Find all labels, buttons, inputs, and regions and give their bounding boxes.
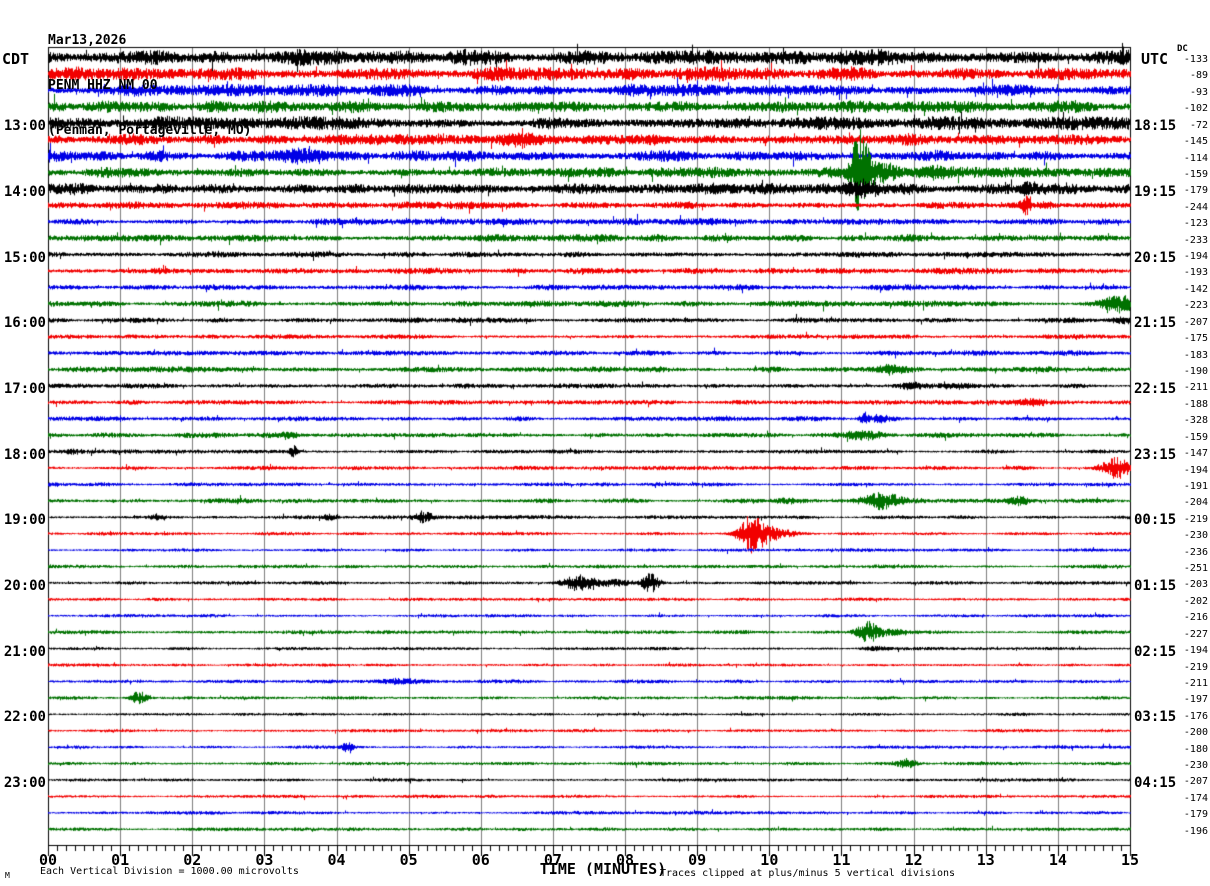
cdt-timezone-label: CDT: [2, 50, 30, 68]
left-time-label: 15:00: [3, 249, 46, 266]
x-tick-label: 12: [904, 851, 923, 869]
title-block: Mar13,2026 PENM HHZ NM 00 (Penman, Porta…: [48, 3, 252, 168]
dc-offset-value: -147: [1183, 448, 1208, 460]
scale-note: Each Vertical Division = 1000.00 microvo…: [40, 866, 299, 877]
dc-offset-value: -233: [1183, 234, 1208, 246]
x-tick-label: 10: [760, 851, 779, 869]
dc-offset-value: -89: [1189, 70, 1208, 82]
dc-offset-value: -236: [1183, 546, 1208, 558]
title-date: Mar13,2026: [48, 33, 127, 48]
dc-offset-value: -207: [1183, 316, 1208, 328]
x-tick-label: 13: [976, 851, 995, 869]
dc-offset-value: -93: [1189, 86, 1208, 98]
utc-timezone-label: UTC: [1141, 50, 1169, 68]
x-tick-label: 01: [111, 851, 130, 869]
right-time-label: 20:15: [1134, 249, 1177, 266]
dc-offset-value: -230: [1183, 760, 1208, 772]
dc-offset-value: -159: [1183, 168, 1208, 180]
dc-offset-value: -200: [1183, 727, 1208, 739]
dc-offset-value: -196: [1183, 825, 1208, 837]
x-tick-label: 02: [183, 851, 202, 869]
dc-offset-value: -123: [1183, 218, 1208, 230]
dc-offset-value: -193: [1183, 267, 1208, 279]
left-time-label: 17:00: [3, 380, 46, 397]
right-time-label: 18:15: [1134, 118, 1177, 135]
dc-offset-value: -183: [1183, 349, 1208, 361]
dc-offset-value: -204: [1183, 497, 1208, 509]
station-id: PENM HHZ NM 00: [48, 78, 158, 93]
left-time-label: 14:00: [3, 183, 46, 200]
right-time-label: 00:15: [1134, 512, 1177, 529]
x-tick-label: 11: [832, 851, 851, 869]
right-time-label: 04:15: [1134, 774, 1177, 791]
dc-offset-value: -114: [1183, 152, 1208, 164]
right-time-label: 19:15: [1134, 183, 1177, 200]
x-axis-title: TIME (MINUTES): [539, 860, 667, 878]
dc-offset-value: -194: [1183, 645, 1208, 657]
dc-offset-value: -174: [1183, 792, 1208, 804]
left-time-label: 13:00: [3, 118, 46, 135]
dc-offset-header: DC: [1177, 44, 1188, 54]
dc-offset-value: -227: [1183, 628, 1208, 640]
right-time-label: 02:15: [1134, 643, 1177, 660]
right-time-label: 03:15: [1134, 709, 1177, 726]
dc-offset-value: -145: [1183, 136, 1208, 148]
dc-offset-value: -244: [1183, 201, 1208, 213]
dc-offset-value: -203: [1183, 579, 1208, 591]
left-time-label: 20:00: [3, 577, 46, 594]
x-tick-label: 00: [38, 851, 58, 869]
dc-offset-value: -202: [1183, 595, 1208, 607]
x-tick-label: 14: [1048, 851, 1067, 869]
x-tick-label: 06: [471, 851, 490, 869]
right-time-label: 23:15: [1134, 446, 1177, 463]
dc-offset-value: -190: [1183, 365, 1208, 377]
left-time-label: 19:00: [3, 512, 46, 529]
dc-offset-value: -179: [1183, 809, 1208, 821]
dc-offset-value: -180: [1183, 743, 1208, 755]
dc-offset-value: -197: [1183, 694, 1208, 706]
dc-offset-value: -219: [1183, 661, 1208, 673]
dc-offset-value: -179: [1183, 185, 1208, 197]
x-tick-label: 03: [255, 851, 274, 869]
station-location: (Penman, Portageville, MO): [48, 123, 252, 138]
dc-offset-value: -194: [1183, 464, 1208, 476]
dc-offset-value: -251: [1183, 563, 1208, 575]
x-tick-label: 09: [688, 851, 707, 869]
x-tick-label: 07: [543, 851, 562, 869]
dc-offset-value: -191: [1183, 480, 1208, 492]
dc-offset-value: -230: [1183, 530, 1208, 542]
dc-offset-value: -194: [1183, 251, 1208, 263]
dc-offset-value: -142: [1183, 283, 1208, 295]
left-time-label: 16:00: [3, 315, 46, 332]
clip-note: Traces clipped at plus/minus 5 vertical …: [660, 868, 956, 879]
dc-offset-value: -211: [1183, 382, 1208, 394]
dc-offset-value: -175: [1183, 333, 1208, 345]
dc-offset-value: -216: [1183, 612, 1208, 624]
dc-offset-value: -219: [1183, 513, 1208, 525]
left-time-label: 18:00: [3, 446, 46, 463]
dc-offset-value: -159: [1183, 431, 1208, 443]
dc-offset-value: -207: [1183, 776, 1208, 788]
dc-offset-value: -72: [1189, 119, 1208, 131]
x-tick-label: 05: [399, 851, 418, 869]
right-time-label: 22:15: [1134, 380, 1177, 397]
right-time-label: 01:15: [1134, 577, 1177, 594]
x-tick-label: 04: [327, 851, 346, 869]
left-time-label: 21:00: [3, 643, 46, 660]
x-tick-label: 15: [1120, 851, 1140, 869]
x-tick-label: 08: [616, 851, 635, 869]
corner-mark: M: [5, 871, 10, 880]
dc-offset-value: -176: [1183, 710, 1208, 722]
dc-offset-value: -102: [1183, 103, 1208, 115]
left-time-label: 23:00: [3, 774, 46, 791]
dc-offset-value: -328: [1183, 415, 1208, 427]
right-time-label: 21:15: [1134, 315, 1177, 332]
dc-offset-value: -211: [1183, 677, 1208, 689]
dc-offset-value: -133: [1183, 54, 1208, 65]
dc-offset-value: -223: [1183, 300, 1208, 312]
left-time-label: 22:00: [3, 709, 46, 726]
dc-offset-value: -188: [1183, 398, 1208, 410]
